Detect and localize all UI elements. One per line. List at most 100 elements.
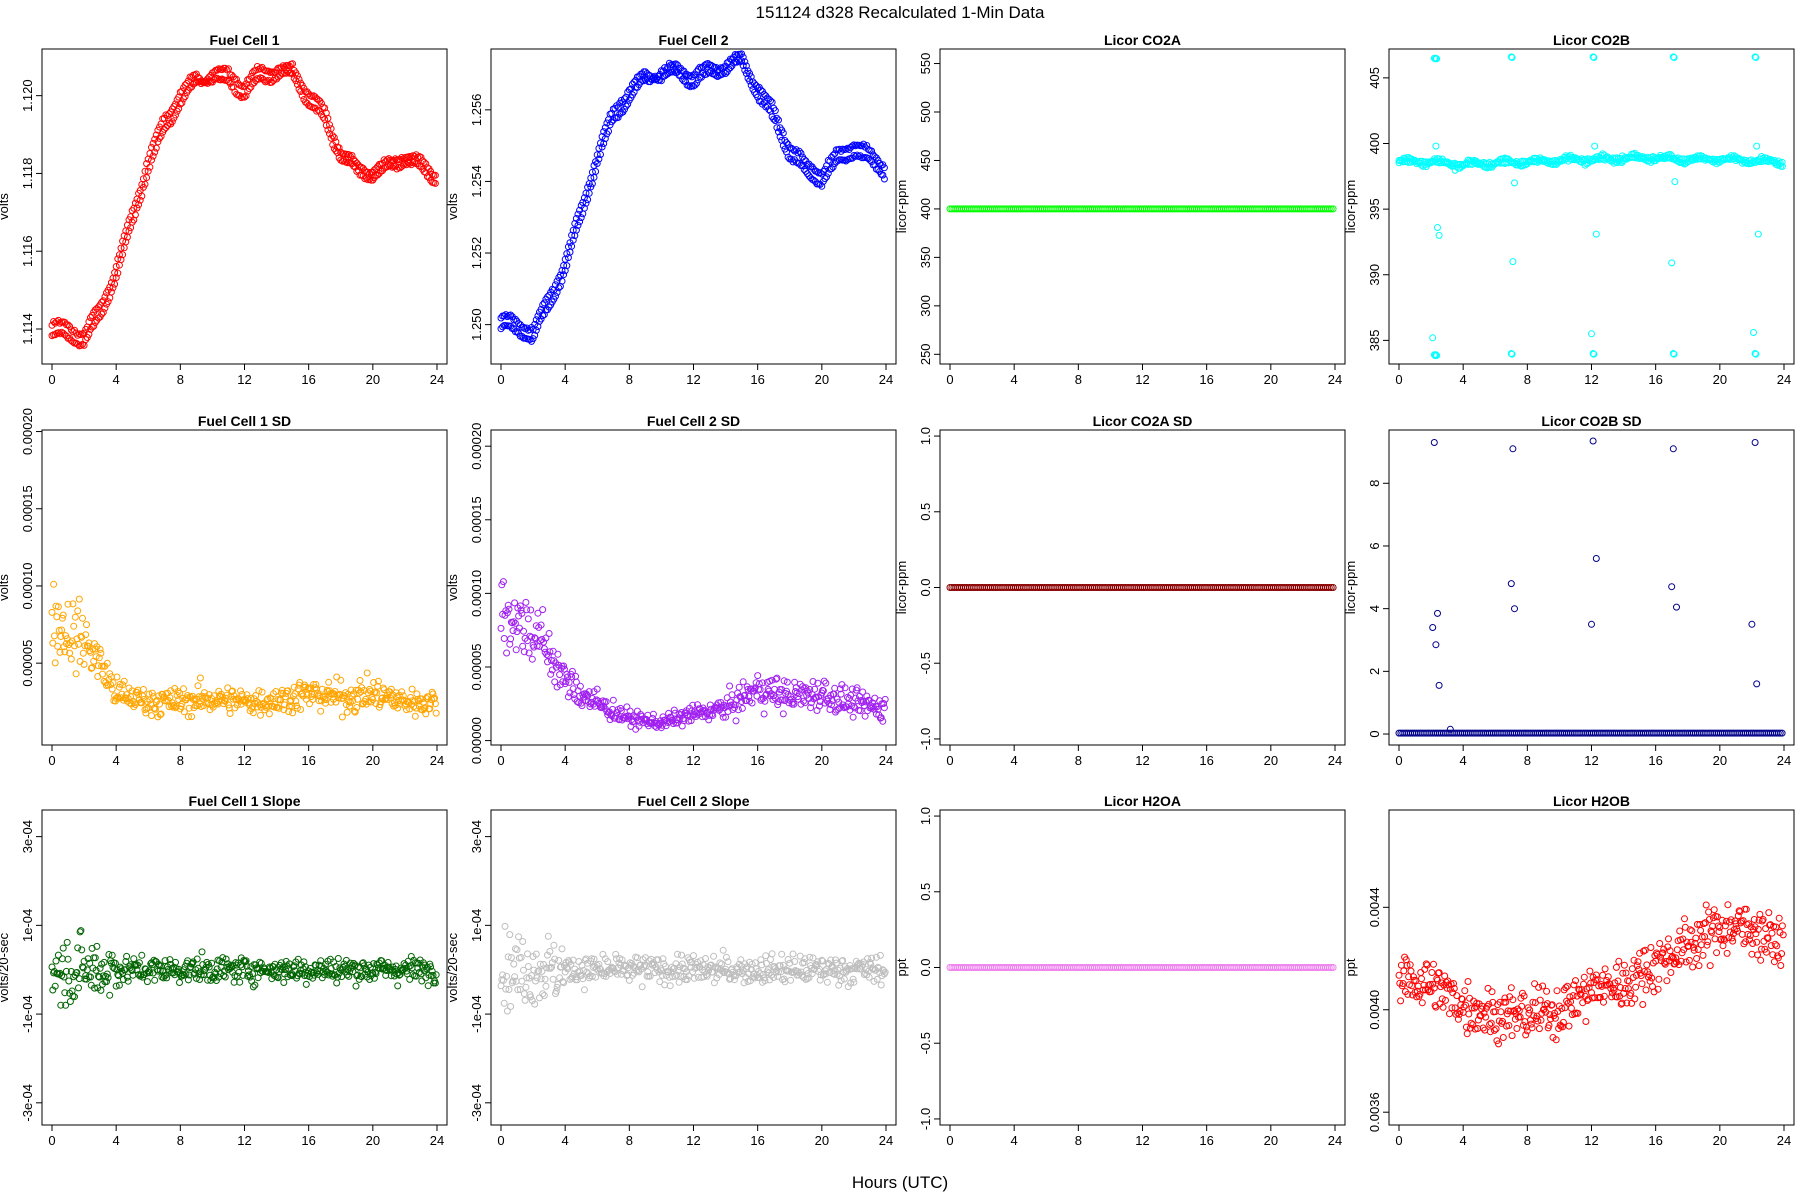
data-point [97,649,105,657]
data-point [327,134,335,142]
data-point [858,142,866,150]
data-point [1758,945,1765,953]
y-tick-label: 1.0 [918,807,933,825]
data-point [705,716,713,724]
data-point [1327,964,1335,971]
data-point [406,975,414,983]
data-point [1397,997,1405,1005]
data-point [872,953,880,961]
data-point [710,952,718,960]
data-point [139,692,147,700]
points-group [497,922,889,1015]
data-point [852,152,859,160]
data-point [1509,996,1517,1004]
data-point [746,77,754,85]
data-point [730,704,738,712]
data-point [1732,920,1740,928]
data-point [767,97,774,105]
data-point [1327,205,1335,213]
data-point [71,642,78,650]
data-point [829,163,837,171]
data-point [795,147,803,155]
data-point [100,958,108,966]
data-point [324,126,332,134]
data-point [850,978,858,986]
data-point [837,690,845,698]
data-point [1588,330,1595,338]
data-point [747,81,755,89]
data-point [354,971,362,979]
data-point [757,956,765,964]
data-point [1621,985,1629,992]
data-point [417,153,425,161]
data-point [774,701,782,709]
data-point [1513,1025,1521,1032]
data-point [130,703,138,711]
data-point [574,210,582,218]
data-point [765,106,773,114]
data-point [1724,901,1732,909]
data-point [54,951,62,959]
data-point [861,969,869,977]
data-point [1529,998,1537,1006]
y-tick-label: 550 [918,53,933,75]
data-point [545,303,553,311]
data-point [1424,160,1432,168]
data-point [1507,984,1515,992]
data-point [70,622,78,630]
data-point [293,81,301,88]
data-point [524,950,531,958]
panel-title: Licor H2OB [1553,793,1630,809]
data-point [1748,620,1756,628]
y-tick-label: 0.0 [918,578,933,596]
data-point [1432,54,1440,62]
data-point [1429,334,1437,342]
data-point [178,87,186,95]
data-point [1662,958,1670,965]
data-point [1720,935,1728,943]
data-point [1751,439,1759,446]
data-point [1418,975,1425,983]
data-point [329,141,337,149]
data-point [635,722,643,730]
data-point [1763,934,1771,942]
data-point [1599,971,1607,979]
points-group [1395,53,1786,359]
data-point [289,709,297,717]
data-point [61,648,69,656]
data-point [251,699,259,707]
data-point [1633,962,1641,970]
data-point [778,950,786,958]
data-point [540,299,548,307]
data-point [124,977,132,985]
data-point [794,968,802,976]
data-point [224,684,232,692]
data-point [548,959,556,967]
data-point [1642,986,1650,994]
data-point [1669,53,1677,61]
data-point [763,102,771,110]
data-point [784,956,792,963]
data-point [1511,1007,1518,1014]
data-point [1507,580,1515,588]
data-point [1742,938,1749,946]
x-tick-label: 8 [1524,372,1531,387]
data-point [302,980,310,988]
data-point [1751,53,1759,61]
data-point [243,691,251,699]
data-point [1592,555,1600,562]
data-point [1620,961,1628,969]
y-tick-label: 0.00005 [469,643,484,690]
data-point [1495,1017,1503,1025]
data-point [1627,989,1635,997]
data-point [229,687,236,695]
data-point [699,704,707,712]
data-point [840,975,848,983]
data-point [518,977,526,985]
data-point [80,660,88,668]
data-point [75,640,82,648]
data-point [1729,937,1737,945]
data-point [79,614,86,622]
data-point [422,710,430,718]
